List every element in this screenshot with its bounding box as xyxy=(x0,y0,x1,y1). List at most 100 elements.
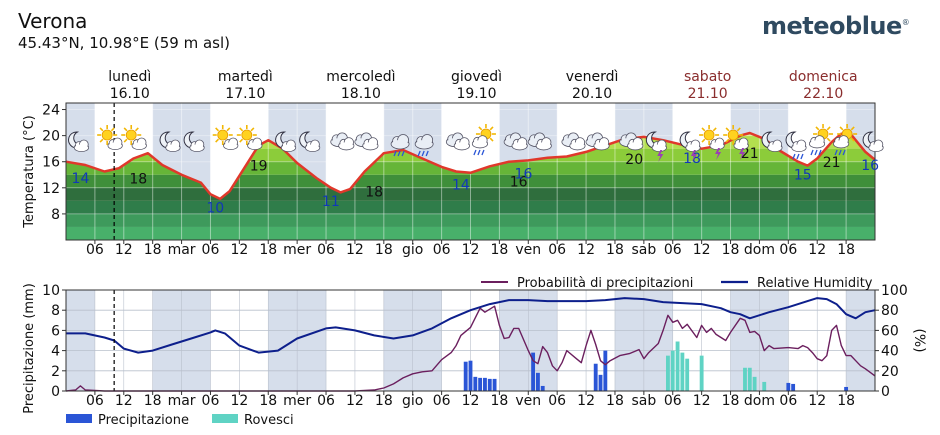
legend-label-humidity: Relative Humidity xyxy=(757,276,873,291)
cloud-shape xyxy=(73,139,90,153)
sun-ray xyxy=(250,127,255,132)
cloud-part xyxy=(339,142,354,150)
rain-drop xyxy=(834,149,838,156)
precip-y2tick-label: 0 xyxy=(881,384,890,400)
precip-y2tick-label: 40 xyxy=(881,344,899,360)
day-name: lunedì xyxy=(108,69,151,85)
sun-ray xyxy=(850,126,855,131)
precip-ytick-label: 6 xyxy=(51,323,60,339)
cloud-shape xyxy=(569,137,586,151)
moon-cloud-icon xyxy=(159,131,181,153)
rain-drop xyxy=(417,150,421,157)
cloud-part xyxy=(363,142,378,150)
cloud-icon xyxy=(619,132,644,151)
temp-xtick-label: 18 xyxy=(259,242,277,258)
moon-cloud-icon xyxy=(862,131,884,153)
cloud-part xyxy=(536,142,551,150)
cloud-icon xyxy=(445,132,470,151)
precip-xtick-label: 06 xyxy=(779,393,797,409)
rain-drop xyxy=(792,153,796,160)
precip-y2tick-label: 20 xyxy=(881,364,899,380)
cloud-part xyxy=(834,140,848,148)
sun-ray xyxy=(712,127,717,132)
shower-bar xyxy=(685,358,690,391)
cloud-shape xyxy=(833,135,850,149)
sun-ray xyxy=(736,127,741,132)
day-date: 20.10 xyxy=(572,86,612,102)
cloud-shape xyxy=(685,139,701,153)
moon-cloud-icon xyxy=(68,131,90,153)
sun-ray xyxy=(701,138,706,143)
sun-ray xyxy=(99,138,104,143)
sun-ray xyxy=(839,126,844,131)
precip-xtick-label: 06 xyxy=(433,393,451,409)
day-date: 16.10 xyxy=(110,86,150,102)
precip-axis-label: Precipitazione (mm) xyxy=(22,283,37,414)
precip-xtick-label: 06 xyxy=(86,393,104,409)
precip-xtick-label: 18 xyxy=(837,393,855,409)
temp-xtick-label: 18 xyxy=(144,242,162,258)
precipitation-bar xyxy=(463,361,468,391)
precip-xtick-label: 12 xyxy=(693,393,711,409)
precip-xtick-label: mer xyxy=(283,393,311,409)
shower-bar xyxy=(666,355,670,391)
cloud-part xyxy=(455,142,469,150)
temp-xtick-label: 12 xyxy=(346,242,364,258)
temp-value-label: 21 xyxy=(823,155,841,171)
temp-xtick-label: 18 xyxy=(606,242,624,258)
precipitation-bar xyxy=(468,360,473,391)
sun-ray xyxy=(215,127,220,132)
cloud-shape xyxy=(189,139,205,153)
temp-xtick-label: sab xyxy=(631,242,656,258)
cloud-shape xyxy=(414,134,434,150)
temp-value-label: 14 xyxy=(72,171,90,187)
cloud-part xyxy=(190,144,204,151)
day-name: martedì xyxy=(218,69,273,85)
cloud-icon xyxy=(561,132,586,151)
cloud-part xyxy=(652,144,666,151)
precip-ytick-label: 8 xyxy=(51,303,60,319)
sun-shape xyxy=(236,125,257,145)
temp-xtick-label: 06 xyxy=(433,242,451,258)
temp-value-label: 16 xyxy=(861,158,879,174)
precipitation-bar xyxy=(844,386,849,391)
temp-fill-band xyxy=(66,213,875,227)
temp-xtick-label: 06 xyxy=(317,242,335,258)
cloud-part xyxy=(734,142,748,149)
cloud-shape xyxy=(453,137,470,151)
temp-xtick-label: dom xyxy=(744,242,775,258)
cloud-shape xyxy=(627,137,644,151)
temp-fill-band xyxy=(66,200,875,214)
legend-label-showers: Rovesci xyxy=(244,413,294,428)
temp-value-label: 15 xyxy=(794,168,812,184)
sun-ray xyxy=(826,126,831,131)
cloud-part xyxy=(392,140,409,148)
sun-ray xyxy=(815,126,820,131)
cloud-shape xyxy=(247,137,263,151)
moon-cloud-icon xyxy=(761,131,783,153)
cloud-part xyxy=(224,142,238,149)
precip-xtick-label: 12 xyxy=(808,393,826,409)
rain-drop xyxy=(397,150,401,157)
temp-xtick-label: 18 xyxy=(837,242,855,258)
rain-drop xyxy=(481,149,485,156)
day-name: giovedì xyxy=(451,69,502,85)
temp-ytick-label: 8 xyxy=(51,207,60,223)
sun-ray xyxy=(725,138,730,143)
temp-ytick-label: 16 xyxy=(42,155,60,171)
precip-ytick-label: 10 xyxy=(42,283,60,299)
cloud-shape xyxy=(390,134,410,150)
precipitation-bar xyxy=(603,350,608,391)
rain-drop xyxy=(401,150,405,157)
legend-label-precipitation: Precipitazione xyxy=(98,413,189,428)
sun-disc xyxy=(125,129,137,141)
rain-drop xyxy=(473,149,477,156)
sun-ray xyxy=(99,127,104,132)
sun-ray xyxy=(489,126,494,131)
sun-disc xyxy=(727,129,739,141)
cloud-shape xyxy=(362,137,379,151)
rain-drop xyxy=(838,149,842,156)
cloud-shape xyxy=(868,139,884,153)
day-date: 22.10 xyxy=(803,86,843,102)
